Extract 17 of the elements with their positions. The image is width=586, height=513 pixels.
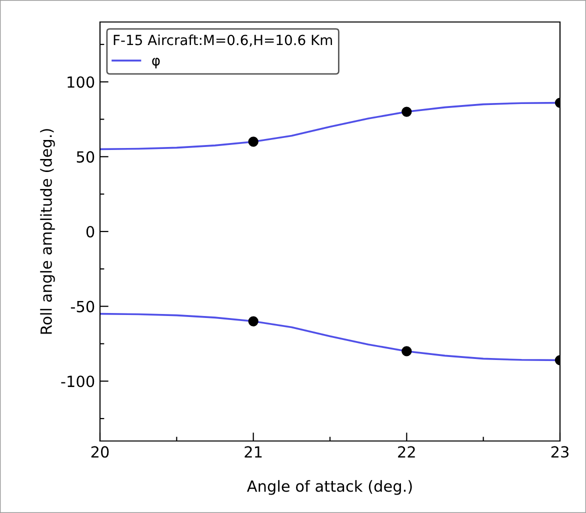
x-tick-label: 23 — [551, 446, 568, 458]
x-tick-label: 21 — [244, 446, 262, 458]
y-tick-label: 50 — [76, 151, 94, 163]
point — [402, 346, 412, 356]
point — [402, 106, 412, 117]
y-tick-label: 0 — [86, 226, 94, 238]
point — [248, 136, 258, 147]
y-tick-label: 100 — [68, 76, 94, 88]
y-tick-label: -50 — [70, 300, 94, 312]
x-tick-label: 20 — [91, 446, 109, 458]
point — [248, 316, 258, 326]
legend-label: φ — [152, 58, 160, 68]
x-tick-label: 22 — [398, 446, 415, 458]
y-axis-title: Roll angle amplitude (deg.) — [40, 129, 55, 334]
x-axis-title: Angle of attack (deg.) — [246, 480, 412, 495]
legend-title: F-15 Aircraft:M=0.6,H=10.6 Km — [114, 34, 332, 47]
y-tick-label: -100 — [61, 376, 94, 388]
